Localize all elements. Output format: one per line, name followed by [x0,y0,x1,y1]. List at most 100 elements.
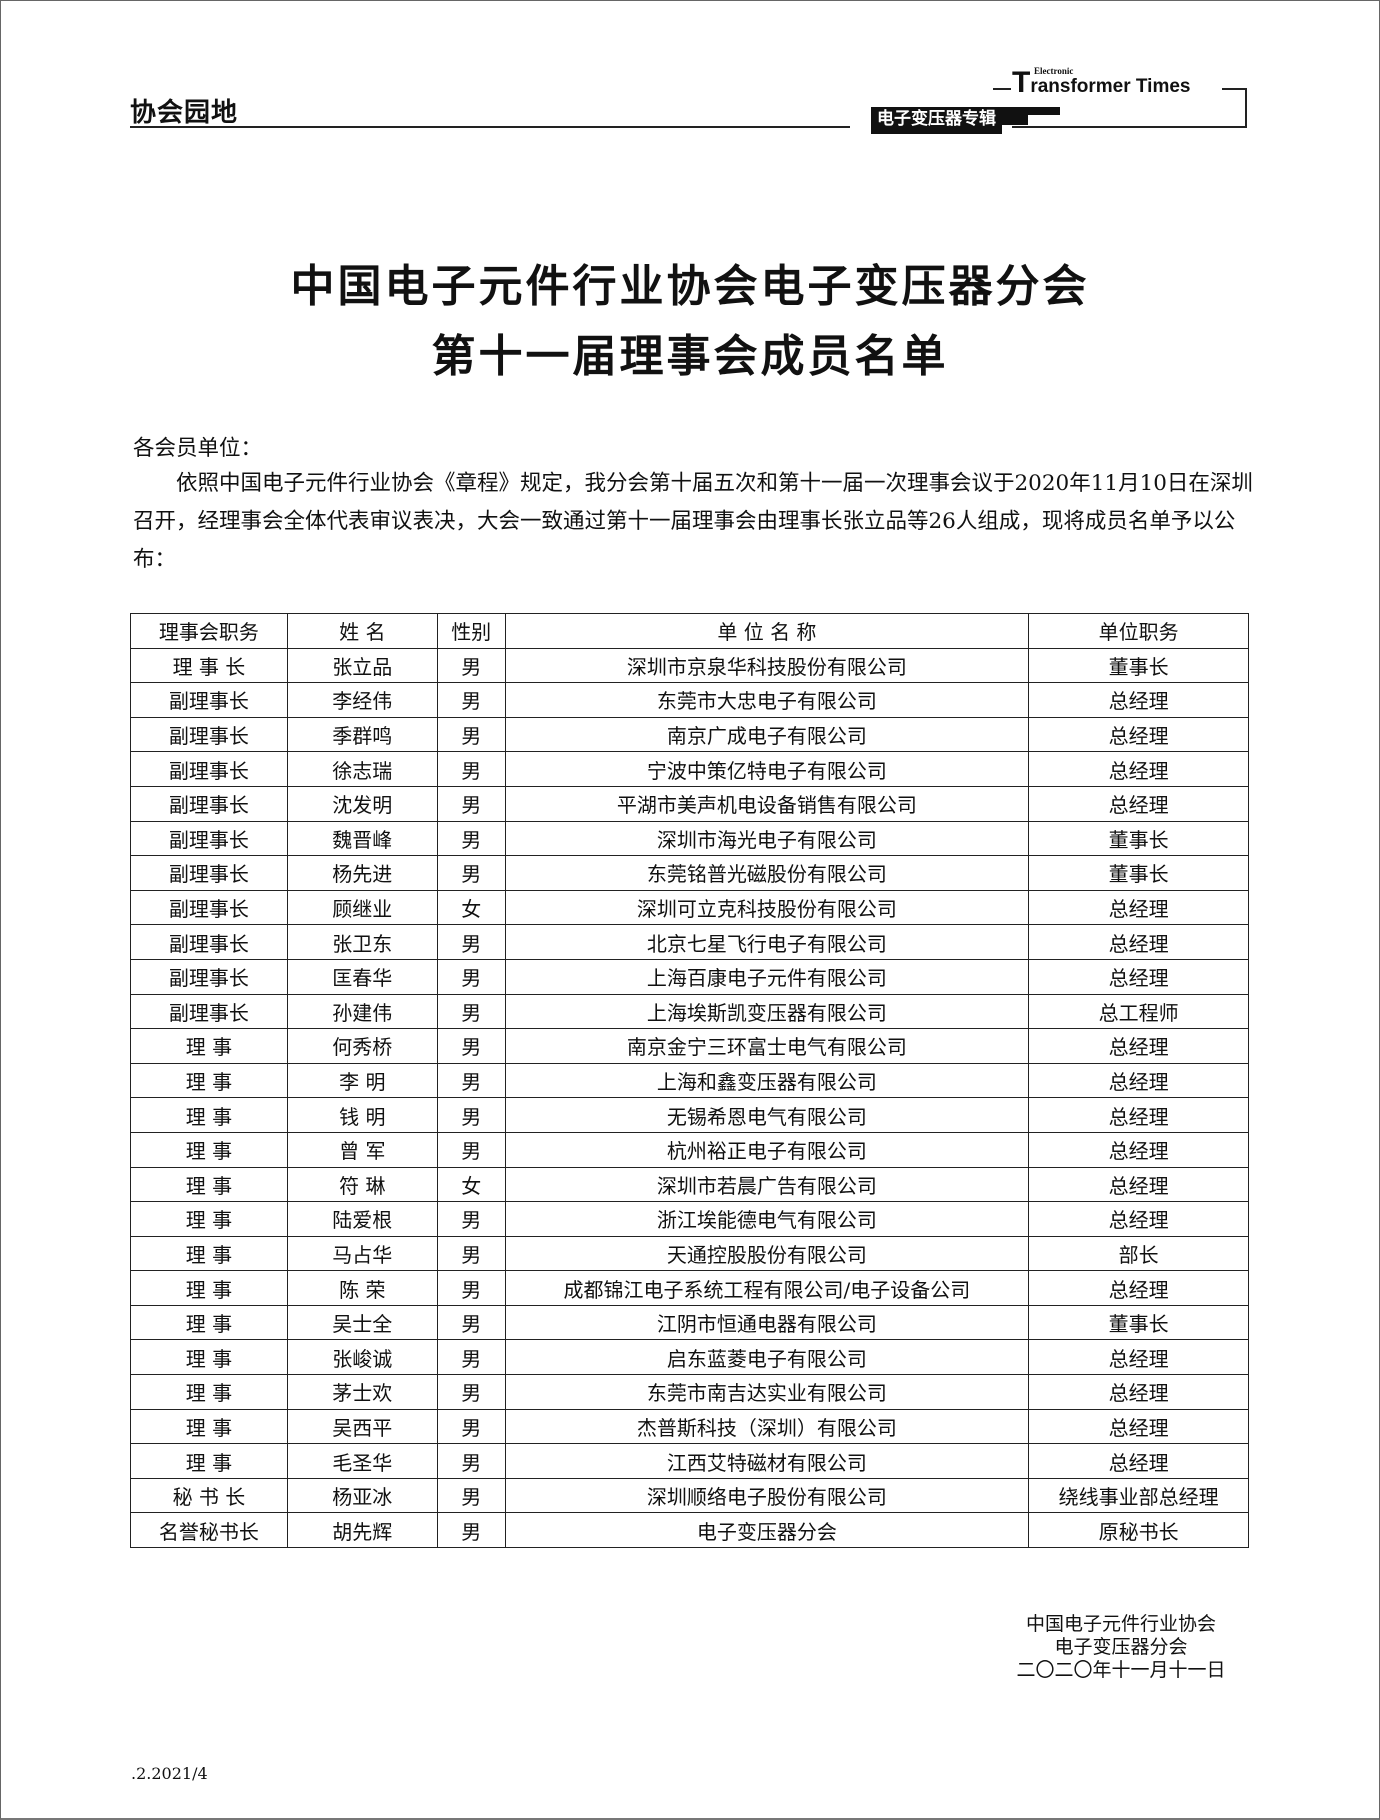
table-cell: 总经理 [1028,716,1249,753]
table-cell: 理 事 [130,1097,288,1133]
table-cell: 董事长 [1028,820,1249,857]
page-number: .2.2021/4 [131,1764,208,1783]
salutation: 各会员单位： [133,436,263,461]
table-cell: 总经理 [1028,958,1249,995]
table-cell: 魏晋峰 [286,820,438,857]
table-cell: 陈 荣 [286,1270,438,1306]
table-cell: 杨亚冰 [286,1477,438,1514]
column-header: 姓 名 [286,613,438,649]
table-cell: 名誉秘书长 [130,1512,288,1549]
table-cell: 男 [436,1512,506,1549]
table-cell: 沈发明 [286,785,438,822]
table-row: 理 事 长张立品男深圳市京泉华科技股份有限公司 董事长 [130,647,1249,684]
table-cell: 总经理 [1028,1408,1249,1445]
table-cell: 江西艾特磁材有限公司 [504,1443,1030,1479]
table-cell: 总经理 [1028,1028,1249,1064]
table-cell: 张卫东 [286,924,438,960]
table-cell: 电子变压器分会 [504,1512,1030,1549]
table-cell: 季群鸣 [286,716,438,753]
table-cell: 男 [436,682,506,718]
table-cell: 总经理 [1028,682,1249,718]
table-cell: 顾继业 [286,889,438,926]
table-cell: 理 事 [130,1270,288,1306]
table-row: 理 事吴士全男江阴市恒通电器有限公司 董事长 [130,1304,1249,1341]
table-cell: 张立品 [286,647,438,684]
table-cell: 男 [436,1028,506,1064]
table-row: 副理事长 沈发明男平湖市美声机电设备销售有限公司 总经理 [130,785,1249,822]
table-cell: 理 事 长 [130,647,288,684]
table-cell: 深圳市海光电子有限公司 [504,820,1030,857]
table-row: 副理事长 李经伟男东莞市大忠电子有限公司 总经理 [130,682,1249,718]
table-cell: 杭州裕正电子有限公司 [504,1131,1030,1168]
table-row: 副理事长 徐志瑞男宁波中策亿特电子有限公司 总经理 [130,751,1249,787]
table-cell: 理 事 [130,1166,288,1203]
table-cell: 总经理 [1028,1443,1249,1479]
page-subtitle: 第十一届理事会成员名单 [431,331,949,382]
table-cell: 理 事 [130,1339,288,1376]
table-cell: 男 [436,993,506,1030]
table-cell: 理 事 [130,1131,288,1168]
table-cell: 部长 [1028,1235,1249,1272]
table-cell: 总经理 [1028,1339,1249,1376]
table-cell: 男 [436,1374,506,1410]
table-row: 副理事长 顾继业女深圳可立克科技股份有限公司 总经理 [130,889,1249,926]
table-cell: 东莞市南吉达实业有限公司 [504,1374,1030,1410]
table-row: 副理事长 匡春华男上海百康电子元件有限公司 总经理 [130,958,1249,995]
column-header: 单 位 名 称 [504,613,1030,649]
page-title: 中国电子元件行业协会电子变压器分会 [290,261,1090,312]
table-cell: 总经理 [1028,785,1249,822]
table-cell: 总经理 [1028,889,1249,926]
table-cell: 绕线事业部总经理 [1028,1477,1249,1514]
table-row: 理 事陈 荣男成都锦江电子系统工程有限公司/电子设备公司 总经理 [130,1270,1249,1306]
table-cell: 副理事长 [130,785,288,822]
table-cell: 南京广成电子有限公司 [504,716,1030,753]
table-cell: 启东蓝菱电子有限公司 [504,1339,1030,1376]
table-cell: 毛圣华 [286,1443,438,1479]
table-row: 副理事长 孙建伟男上海埃斯凯变压器有限公司 总工程师 [130,993,1249,1030]
table-cell: 男 [436,1339,506,1376]
header-rule [1012,126,1246,128]
table-cell: 理 事 [130,1028,288,1064]
table-cell: 吴西平 [286,1408,438,1445]
table-cell: 男 [436,751,506,787]
section-label: 协会园地 [130,98,239,128]
table-cell: 上海埃斯凯变压器有限公司 [504,993,1030,1030]
table-cell: 南京金宁三环富士电气有限公司 [504,1028,1030,1064]
table-row: 理 事吴西平男杰普斯科技（深圳）有限公司 总经理 [130,1408,1249,1445]
table-cell: 宁波中策亿特电子有限公司 [504,751,1030,787]
table-cell: 马占华 [286,1235,438,1272]
table-row: 名誉秘书长 胡先辉男电子变压器分会 原秘书长 [130,1512,1249,1549]
table-cell: 女 [436,889,506,926]
table-cell: 男 [436,1062,506,1099]
table-row: 理 事钱 明男无锡希恩电气有限公司 总经理 [130,1097,1249,1133]
table-cell: 总经理 [1028,1201,1249,1237]
table-row: 理 事马占华男天通控股股份有限公司 部长 [130,1235,1249,1272]
table-cell: 钱 明 [286,1097,438,1133]
table-cell: 深圳市京泉华科技股份有限公司 [504,647,1030,684]
table-cell: 李经伟 [286,682,438,718]
table-cell: 副理事长 [130,716,288,753]
table-cell: 东莞市大忠电子有限公司 [504,682,1030,718]
table-cell: 理 事 [130,1062,288,1099]
table-cell: 杰普斯科技（深圳）有限公司 [504,1408,1030,1445]
table-cell: 男 [436,647,506,684]
table-cell: 曾 军 [286,1131,438,1168]
table-cell: 总工程师 [1028,993,1249,1030]
table-cell: 男 [436,924,506,960]
table-cell: 张峻诚 [286,1339,438,1376]
header-rule [1245,88,1247,128]
table-cell: 平湖市美声机电设备销售有限公司 [504,785,1030,822]
table-cell: 副理事长 [130,993,288,1030]
table-cell: 男 [436,855,506,891]
table-row: 理 事符 琳女深圳市若晨广告有限公司 总经理 [130,1166,1249,1203]
table-cell: 理 事 [130,1374,288,1410]
table-row: 理 事毛圣华男江西艾特磁材有限公司 总经理 [130,1443,1249,1479]
table-cell: 何秀桥 [286,1028,438,1064]
table-cell: 总经理 [1028,1131,1249,1168]
table-cell: 孙建伟 [286,993,438,1030]
table-row: 副理事长 季群鸣男南京广成电子有限公司 总经理 [130,716,1249,753]
table-cell: 男 [436,716,506,753]
table-row: 理 事陆爱根男浙江埃能德电气有限公司 总经理 [130,1201,1249,1237]
member-table: 理事会职务姓 名性别单 位 名 称单位职务 理 事 长张立品男深圳市京泉华科技股… [130,613,1249,1549]
table-cell: 副理事长 [130,820,288,857]
